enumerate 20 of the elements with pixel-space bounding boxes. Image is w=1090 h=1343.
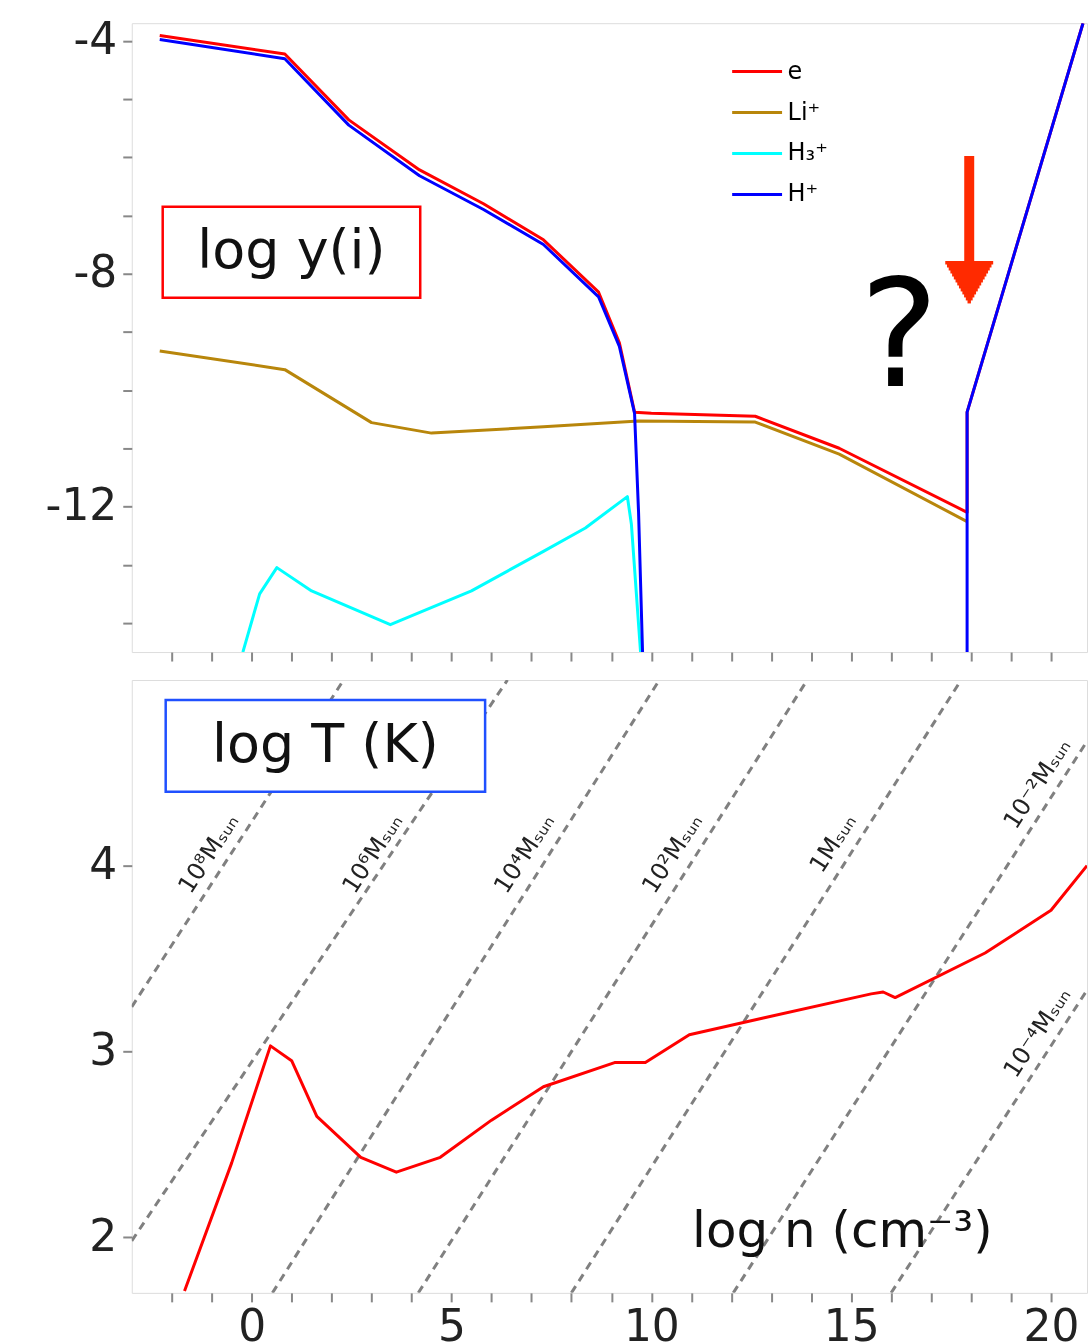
y-tick-label: 4 <box>89 838 118 890</box>
x-tick-label: 5 <box>438 1300 466 1343</box>
y-tick-label: -8 <box>73 246 118 298</box>
legend-label: e <box>787 56 803 85</box>
legend-label: Li⁺ <box>787 97 821 126</box>
y-tick-label: 3 <box>89 1023 118 1075</box>
legend-label: H⁺ <box>787 179 819 208</box>
x-tick-label: 0 <box>238 1300 267 1343</box>
x-tick-label: 15 <box>823 1300 880 1343</box>
legend-label: H₃⁺ <box>787 138 828 167</box>
y-tick-label: -4 <box>73 13 118 65</box>
x-tick-label: 20 <box>1023 1300 1080 1343</box>
y-axis-title: log T (K) <box>212 711 439 775</box>
line-series <box>241 495 643 653</box>
annotation: ? <box>859 246 940 421</box>
y-axis-title: log y(i) <box>197 218 386 282</box>
x-tick-label: 10 <box>623 1300 680 1343</box>
y-tick-label: -12 <box>45 478 118 530</box>
y-tick-label: 2 <box>89 1209 118 1261</box>
x-axis-title: log n (cm⁻³) <box>692 1200 993 1259</box>
